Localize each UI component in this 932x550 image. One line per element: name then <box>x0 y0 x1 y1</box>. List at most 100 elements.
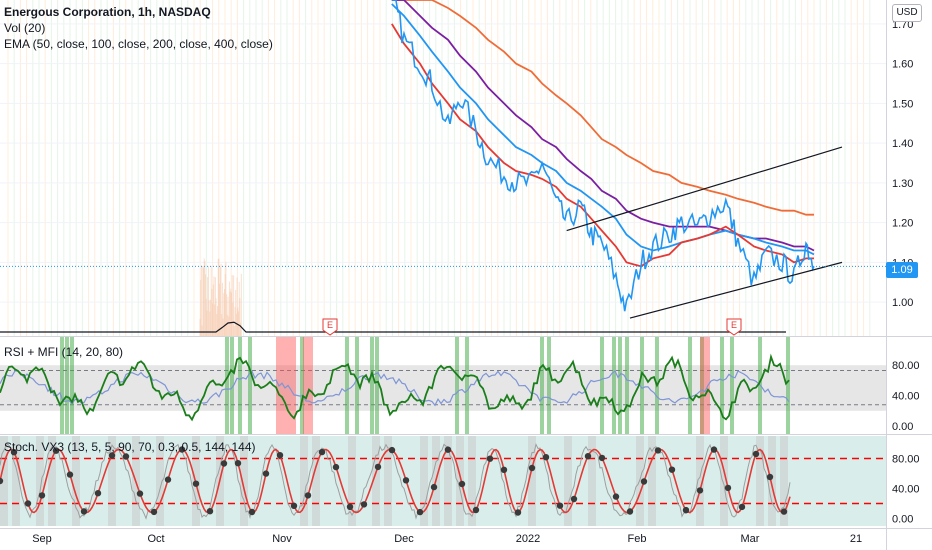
stoch-dot <box>528 464 536 472</box>
stoch-dot <box>458 480 466 488</box>
stoch-dot <box>52 447 60 454</box>
time-tick-label: 21 <box>850 533 862 545</box>
stoch-pane <box>0 436 886 526</box>
price-line <box>391 0 815 312</box>
stoch-shade <box>720 436 728 526</box>
stoch-dot <box>486 455 494 462</box>
volume-bars <box>0 258 786 336</box>
stoch-dot <box>514 509 522 516</box>
rsi-tick-label: 40.00 <box>892 391 920 403</box>
rsi-green-bar <box>238 337 242 434</box>
stoch-dot <box>444 446 452 453</box>
ema400-line <box>391 0 814 216</box>
ema-legend: EMA (50, close, 100, close, 200, close, … <box>4 37 273 51</box>
rsi-line <box>0 353 790 422</box>
rsi-green-bar <box>65 337 69 434</box>
stoch-shade <box>456 436 464 526</box>
stoch-shade <box>240 436 248 526</box>
price-tick-label: 1.00 <box>892 297 913 309</box>
ema100-line <box>391 3 815 256</box>
stoch-shade <box>348 436 356 526</box>
stoch-shade <box>648 436 656 526</box>
stoch-dot <box>696 487 704 494</box>
stoch-dot <box>262 470 270 477</box>
stoch-shade <box>12 436 20 526</box>
rsi-green-bar <box>618 337 622 434</box>
stoch-dot <box>276 452 284 459</box>
rsi-green-bar <box>625 337 629 434</box>
currency-button[interactable]: USD <box>892 4 922 22</box>
stoch-dot <box>374 463 382 471</box>
rsi-tick-label: 0.00 <box>892 421 913 433</box>
stoch-dot <box>654 447 662 454</box>
axes: 1.701.601.501.401.301.201.101.0080.0040.… <box>32 19 919 545</box>
stoch-shade <box>588 436 596 526</box>
earnings-marker: E <box>322 318 338 336</box>
stoch-shade <box>0 436 8 526</box>
stoch-shade <box>36 436 44 526</box>
rsi-red-bar <box>276 337 296 434</box>
mfi-line <box>0 370 790 407</box>
rsi-tick-label: 80.00 <box>892 360 920 372</box>
stoch-dot <box>570 495 578 503</box>
stoch-dot <box>318 448 326 456</box>
stoch-shade <box>300 436 308 526</box>
last-price-tag: 1.09 <box>886 262 918 278</box>
earnings-badge <box>726 318 742 336</box>
rsi-green-bar <box>455 337 459 434</box>
rsi-green-bar <box>612 337 616 434</box>
stoch-tick-label: 40.00 <box>892 484 920 496</box>
earnings-marker: E <box>726 318 742 336</box>
stoch-tick-label: 80.00 <box>892 454 920 466</box>
rsi-green-bar <box>540 337 544 434</box>
rsi-red-bar <box>303 337 313 434</box>
price-tick-label: 1.60 <box>892 59 913 71</box>
stoch-dot <box>234 460 242 467</box>
stoch-shade <box>468 436 476 526</box>
stoch-dot <box>178 446 186 453</box>
stoch-dot <box>94 490 102 497</box>
time-tick-label: Mar <box>741 533 760 545</box>
stoch-shade <box>636 436 644 526</box>
rsi-green-bar <box>345 337 349 434</box>
stoch-dot <box>738 503 746 511</box>
trendline <box>629 261 843 319</box>
stoch-dot <box>724 484 732 492</box>
stoch-dot <box>122 453 130 460</box>
time-tick-label: Dec <box>394 533 414 545</box>
rsi-green-bar <box>730 337 734 434</box>
rsi-green-bar <box>60 337 64 434</box>
ema50-line <box>391 23 814 268</box>
stoch-dot <box>108 452 116 459</box>
stoch-dot <box>780 508 788 515</box>
rsi-green-bar <box>547 337 551 434</box>
stoch-dot <box>710 446 718 453</box>
stoch-dot <box>164 476 172 483</box>
stoch-shade <box>156 436 164 526</box>
rsi-green-bar <box>248 337 252 434</box>
stoch-shade <box>384 436 392 526</box>
stoch-shade <box>528 436 536 526</box>
time-tick-label: Sep <box>32 533 52 545</box>
rsi-green-bar <box>640 337 644 434</box>
stoch-dot <box>332 463 340 471</box>
stoch-dot <box>24 500 32 507</box>
stoch-shade <box>756 436 764 526</box>
rsi-green-bar <box>355 337 359 434</box>
rsi-green-bar <box>370 337 374 434</box>
stoch-dot <box>402 477 410 484</box>
stoch-shade <box>696 436 704 526</box>
stoch-dot <box>542 454 550 461</box>
rsi-green-bar <box>688 337 692 434</box>
rsi-green-bar <box>300 337 304 434</box>
stoch-legend: Stoch. VX3 (13, 5, 5, 90, 70, 0.3, 0.5, … <box>4 440 256 454</box>
stoch-dot <box>752 450 760 458</box>
rsi-green-bar <box>375 337 379 434</box>
stoch-dot <box>430 483 438 491</box>
stoch-shade <box>48 436 56 526</box>
stoch-dot <box>136 490 144 497</box>
stoch-shade <box>564 436 572 526</box>
time-tick-label: Feb <box>628 533 647 545</box>
